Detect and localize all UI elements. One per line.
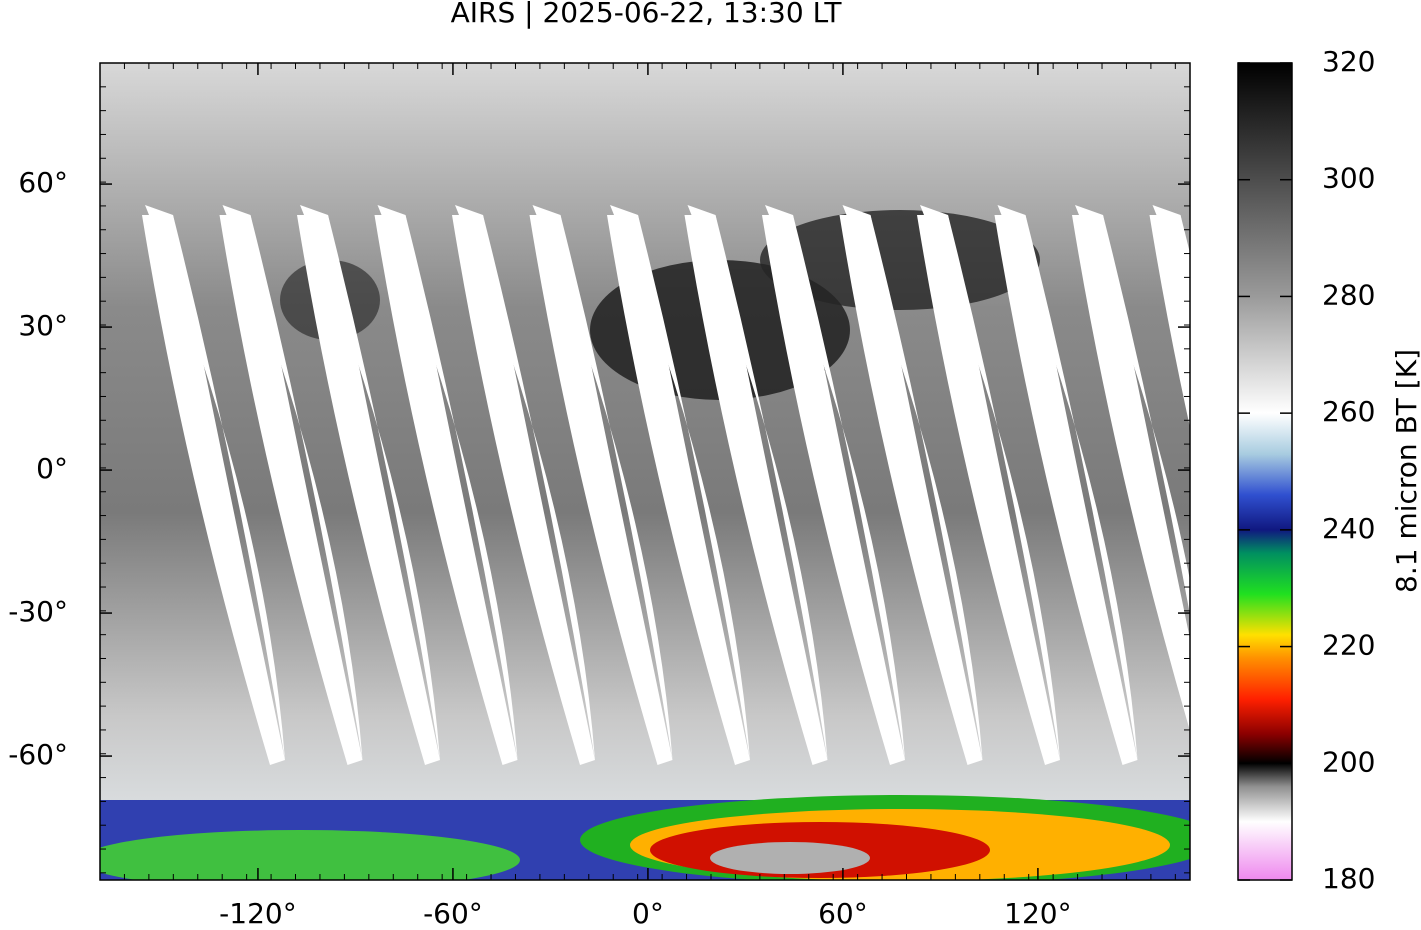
map-image	[100, 63, 1190, 880]
title: AIRS | 2025-06-22, 13:30 LT	[451, 0, 843, 29]
orbit-gap	[142, 215, 285, 765]
orbit-gap	[529, 215, 673, 765]
colorbar-tick-label: 320	[1322, 45, 1375, 78]
y-tick-label: -60°	[8, 738, 68, 771]
map-frame	[99, 62, 1191, 881]
orbit-gap	[994, 215, 1138, 765]
x-tick-label: -60°	[423, 897, 483, 930]
colorbar-tick-label: 200	[1322, 745, 1375, 778]
colorbar-tick-label: 280	[1322, 278, 1375, 311]
y-tick-label: 0°	[36, 452, 68, 485]
x-tick-label: 60°	[818, 897, 868, 930]
colorbar-tick-label: 260	[1322, 395, 1375, 428]
orbit-gap	[839, 215, 983, 765]
y-tick-label: 60°	[18, 166, 68, 199]
orbit-gap	[374, 215, 518, 765]
colorbar-label: 8.1 micron BT [K]	[1390, 349, 1421, 593]
orbit-gap	[917, 215, 1060, 765]
orbit-gap	[607, 215, 750, 765]
x-tick-label: 0°	[632, 897, 664, 930]
orbit-gap	[452, 215, 595, 765]
orbit-gap	[1072, 215, 1190, 731]
orbit-gap	[297, 215, 440, 765]
y-tick-label: -30°	[8, 595, 68, 628]
orbit-gap	[762, 215, 905, 765]
colorbar-tick-label: 300	[1322, 162, 1375, 195]
y-tick-label: 30°	[18, 309, 68, 342]
orbit-gap	[684, 215, 828, 765]
orbit-gap	[219, 215, 363, 765]
colorbar-tick-label: 220	[1322, 629, 1375, 662]
orbit-gap	[1149, 215, 1190, 428]
colorbar-tick-label: 240	[1322, 512, 1375, 545]
colorbar	[1237, 62, 1293, 881]
colorbar-tick-label: 180	[1322, 862, 1375, 895]
x-tick-label: -120°	[219, 897, 297, 930]
x-tick-label: 120°	[1004, 897, 1071, 930]
